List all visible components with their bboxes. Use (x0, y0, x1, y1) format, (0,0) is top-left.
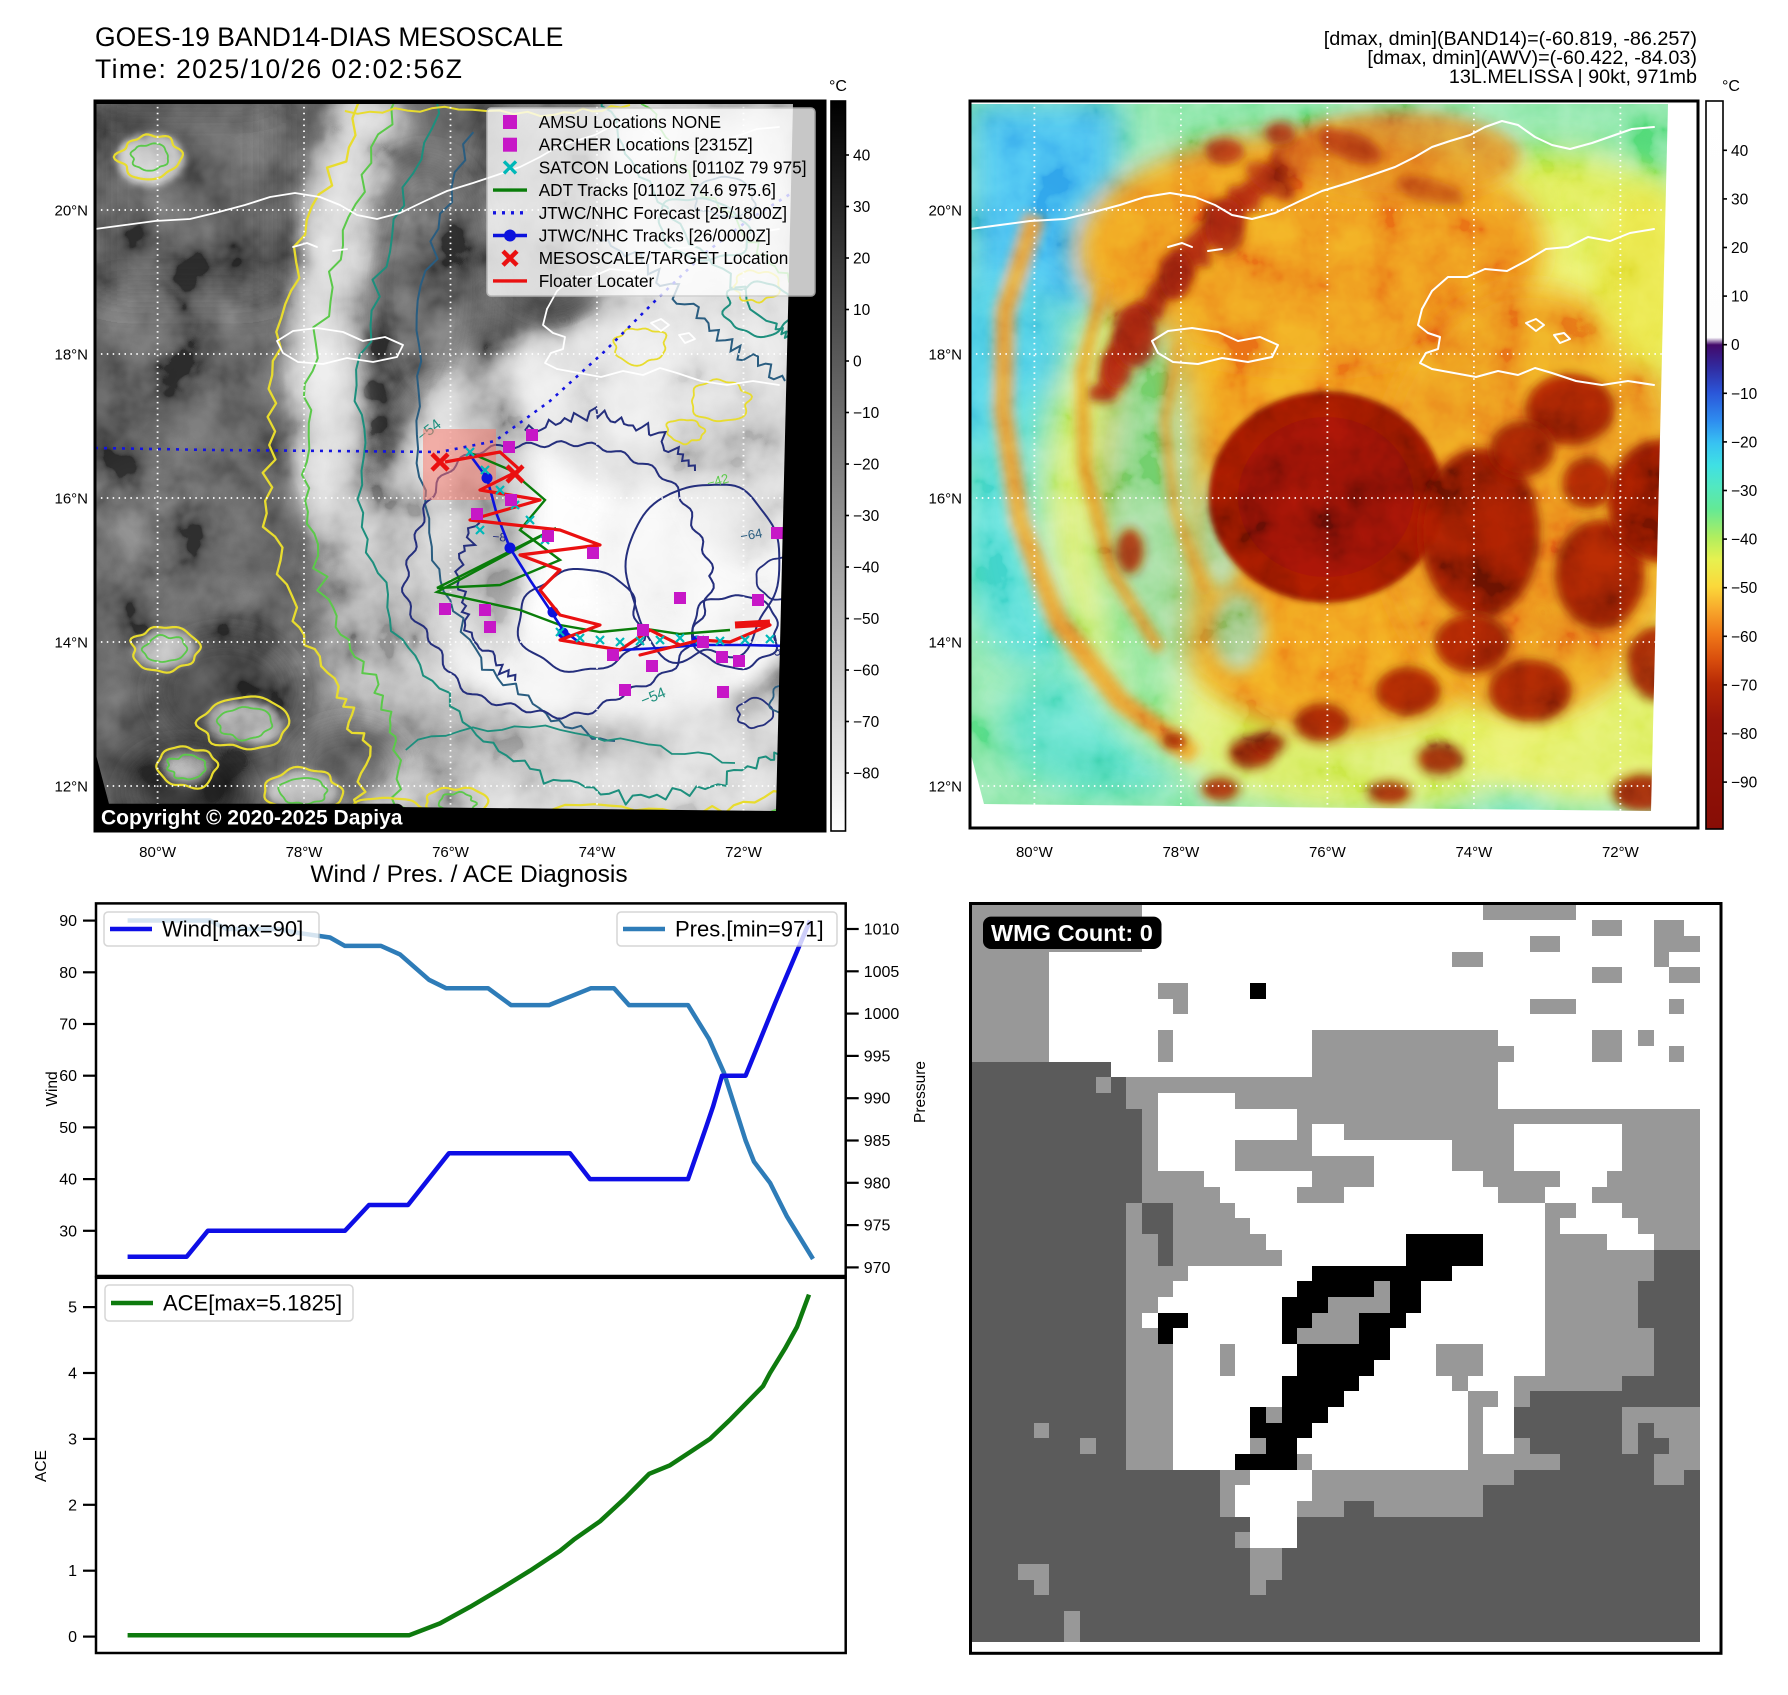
svg-text:0: 0 (853, 354, 862, 371)
svg-text:975: 975 (864, 1218, 891, 1235)
svg-text:−80: −80 (1731, 726, 1758, 743)
svg-text:°C: °C (829, 78, 847, 95)
svg-text:20°N: 20°N (928, 203, 962, 220)
svg-text:14°N: 14°N (928, 635, 962, 652)
svg-text:Wind: Wind (44, 1071, 61, 1106)
svg-text:30: 30 (853, 199, 871, 216)
svg-text:20: 20 (1731, 240, 1749, 257)
svg-text:0: 0 (1731, 337, 1740, 354)
svg-text:60: 60 (59, 1068, 77, 1085)
svg-text:°C: °C (1722, 78, 1740, 95)
svg-text:−50: −50 (1731, 580, 1758, 597)
svg-text:ACE: ACE (33, 1450, 50, 1482)
svg-text:ADT Tracks [0110Z 74.6 975.6]: ADT Tracks [0110Z 74.6 975.6] (539, 180, 776, 200)
svg-text:50: 50 (59, 1120, 77, 1137)
svg-text:−10: −10 (1731, 386, 1758, 403)
svg-text:SATCON Locations [0110Z 79 975: SATCON Locations [0110Z 79 975] (539, 157, 807, 177)
svg-text:Pressure: Pressure (912, 1061, 929, 1123)
svg-text:[dmax, dmin](AWV)=(-60.422, -8: [dmax, dmin](AWV)=(-60.422, -84.03) (1367, 47, 1697, 69)
svg-text:40: 40 (853, 148, 871, 165)
svg-text:1010: 1010 (864, 922, 900, 939)
svg-text:985: 985 (864, 1133, 891, 1150)
svg-text:−20: −20 (853, 457, 880, 474)
svg-text:78°W: 78°W (286, 844, 324, 861)
svg-text:980: 980 (864, 1175, 891, 1192)
svg-text:74°W: 74°W (1455, 844, 1493, 861)
svg-text:JTWC/NHC Tracks [26/0000Z]: JTWC/NHC Tracks [26/0000Z] (539, 226, 771, 246)
svg-text:72°W: 72°W (725, 844, 763, 861)
svg-text:30: 30 (1731, 191, 1749, 208)
svg-text:76°W: 76°W (432, 844, 470, 861)
svg-text:30: 30 (59, 1223, 77, 1240)
svg-text:10: 10 (1731, 289, 1749, 306)
svg-text:−30: −30 (1731, 483, 1758, 500)
svg-text:1000: 1000 (864, 1006, 900, 1023)
svg-text:13L.MELISSA | 90kt, 971mb: 13L.MELISSA | 90kt, 971mb (1449, 66, 1697, 88)
svg-text:AMSU Locations NONE: AMSU Locations NONE (539, 112, 721, 132)
svg-text:Time: 2025/10/26 02:02:56Z: Time: 2025/10/26 02:02:56Z (95, 54, 463, 84)
svg-text:−40: −40 (1731, 532, 1758, 549)
svg-text:ARCHER Locations [2315Z]: ARCHER Locations [2315Z] (539, 135, 753, 155)
svg-text:16°N: 16°N (928, 491, 962, 508)
svg-text:−10: −10 (853, 405, 880, 422)
svg-text:−42: −42 (705, 471, 730, 491)
svg-text:−64: −64 (739, 525, 763, 544)
svg-text:1: 1 (68, 1563, 77, 1580)
svg-text:74°W: 74°W (579, 844, 617, 861)
svg-text:12°N: 12°N (54, 779, 88, 796)
svg-text:20: 20 (853, 251, 871, 268)
svg-text:18°N: 18°N (54, 347, 88, 364)
svg-text:Pres.[min=971]: Pres.[min=971] (675, 917, 824, 942)
svg-text:14°N: 14°N (54, 635, 88, 652)
svg-text:−20: −20 (1731, 434, 1758, 451)
svg-text:−30: −30 (853, 508, 880, 525)
svg-text:16°N: 16°N (54, 491, 88, 508)
svg-text:WMG Count: 0: WMG Count: 0 (991, 920, 1153, 946)
svg-text:12°N: 12°N (928, 779, 962, 796)
svg-text:5: 5 (68, 1300, 77, 1317)
svg-text:Wind / Pres. / ACE Diagnosis: Wind / Pres. / ACE Diagnosis (310, 861, 627, 888)
svg-text:[dmax, dmin](BAND14)=(-60.819,: [dmax, dmin](BAND14)=(-60.819, -86.257) (1324, 28, 1697, 50)
svg-text:−90: −90 (1731, 775, 1758, 792)
svg-text:−70: −70 (1731, 677, 1758, 694)
svg-text:90: 90 (59, 913, 77, 930)
svg-text:970: 970 (864, 1260, 891, 1277)
svg-text:78°W: 78°W (1162, 844, 1200, 861)
svg-text:4: 4 (68, 1366, 77, 1383)
svg-text:990: 990 (864, 1091, 891, 1108)
svg-text:80°W: 80°W (1016, 844, 1054, 861)
svg-text:ACE[max=5.1825]: ACE[max=5.1825] (163, 1291, 342, 1316)
svg-text:Floater Locater: Floater Locater (539, 271, 655, 291)
svg-text:80: 80 (59, 965, 77, 982)
svg-text:3: 3 (68, 1431, 77, 1448)
svg-text:40: 40 (59, 1172, 77, 1189)
svg-text:JTWC/NHC Forecast [25/1800Z]: JTWC/NHC Forecast [25/1800Z] (539, 203, 787, 223)
svg-text:72°W: 72°W (1602, 844, 1640, 861)
svg-text:76°W: 76°W (1309, 844, 1347, 861)
svg-text:−60: −60 (1731, 629, 1758, 646)
svg-text:MESOSCALE/TARGET Location: MESOSCALE/TARGET Location (539, 248, 789, 268)
svg-text:10: 10 (853, 302, 871, 319)
svg-text:Wind[max=90]: Wind[max=90] (162, 917, 303, 942)
svg-text:0: 0 (68, 1629, 77, 1646)
svg-text:995: 995 (864, 1048, 891, 1065)
svg-text:−40: −40 (853, 560, 880, 577)
svg-text:1005: 1005 (864, 964, 900, 981)
svg-text:70: 70 (59, 1017, 77, 1034)
svg-text:GOES-19 BAND14-DIAS MESOSCALE: GOES-19 BAND14-DIAS MESOSCALE (95, 22, 563, 52)
svg-text:−50: −50 (853, 611, 880, 628)
svg-text:2: 2 (68, 1497, 77, 1514)
svg-text:20°N: 20°N (54, 203, 88, 220)
svg-text:−80: −80 (853, 766, 880, 783)
svg-text:Copyright © 2020-2025 Dapiya: Copyright © 2020-2025 Dapiya (101, 807, 403, 830)
svg-text:−70: −70 (853, 714, 880, 731)
svg-text:40: 40 (1731, 143, 1749, 160)
svg-text:18°N: 18°N (928, 347, 962, 364)
svg-text:−60: −60 (853, 663, 880, 680)
svg-text:80°W: 80°W (139, 844, 177, 861)
